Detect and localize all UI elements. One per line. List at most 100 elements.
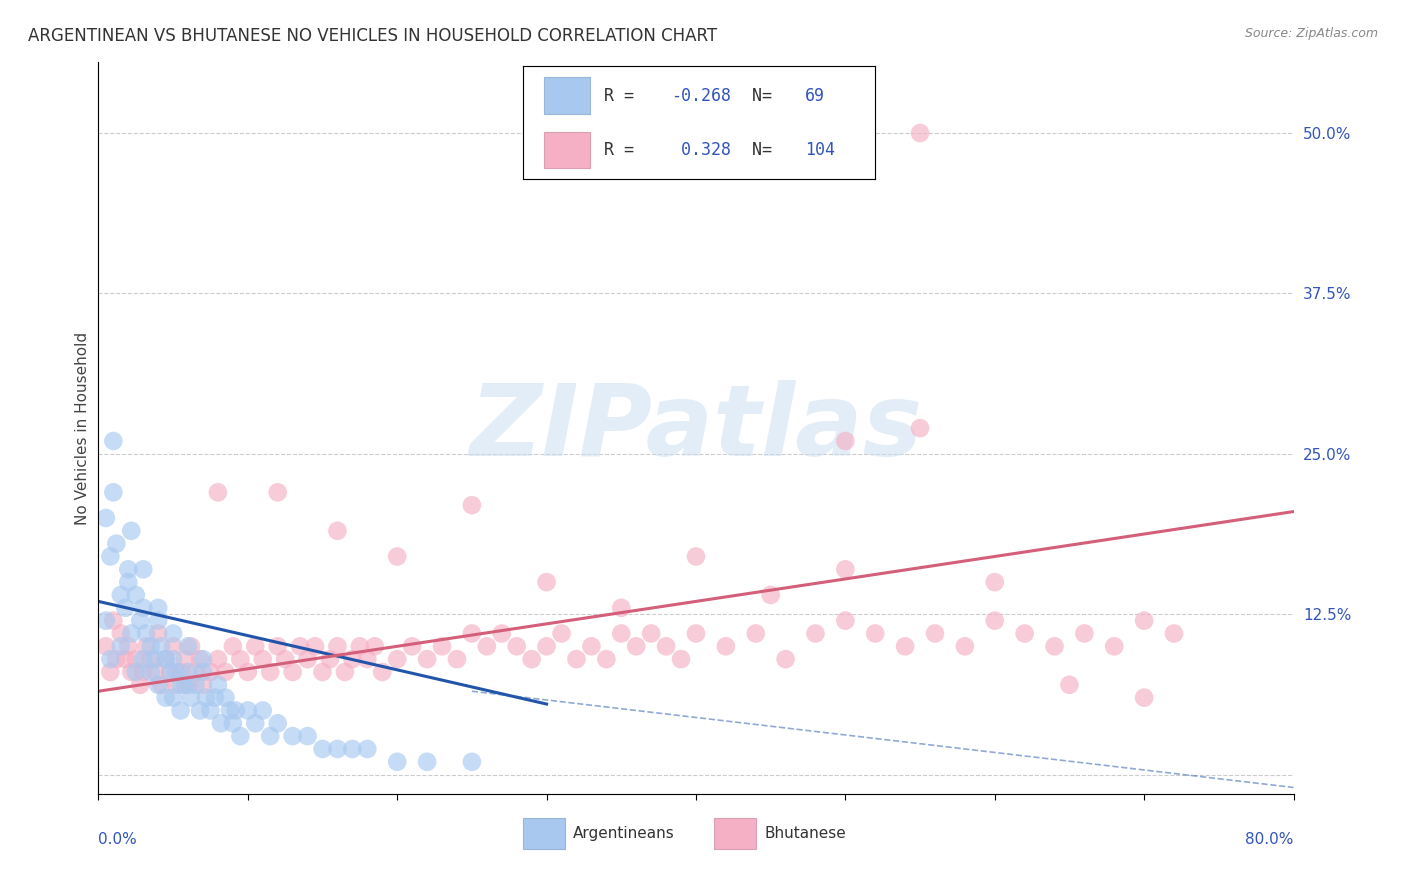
Point: [430, 640, 453, 654]
Point: [103, 434, 125, 448]
Point: [103, 485, 125, 500]
Point: [169, 665, 191, 679]
Point: [117, 575, 139, 590]
Point: [174, 652, 197, 666]
Point: [565, 652, 588, 666]
Point: [267, 640, 290, 654]
Point: [177, 665, 200, 679]
Point: [129, 614, 152, 628]
Point: [139, 665, 162, 679]
Point: [311, 742, 333, 756]
Point: [214, 690, 236, 705]
Text: Source: ZipAtlas.com: Source: ZipAtlas.com: [1244, 27, 1378, 40]
Point: [139, 640, 162, 654]
Point: [148, 600, 170, 615]
Point: [132, 652, 155, 666]
Point: [191, 678, 214, 692]
Point: [267, 716, 290, 731]
Point: [114, 600, 136, 615]
Point: [236, 665, 259, 679]
Point: [326, 524, 349, 538]
Point: [110, 626, 132, 640]
Point: [610, 626, 633, 640]
Point: [759, 588, 782, 602]
Point: [245, 716, 267, 731]
Point: [775, 652, 797, 666]
Point: [207, 678, 229, 692]
Point: [155, 652, 177, 666]
Point: [110, 588, 132, 602]
Point: [139, 652, 162, 666]
Point: [333, 665, 356, 679]
Point: [195, 690, 218, 705]
Text: Bhutanese: Bhutanese: [763, 826, 846, 841]
Point: [222, 640, 245, 654]
Point: [610, 600, 633, 615]
Point: [834, 434, 856, 448]
Point: [103, 614, 125, 628]
Point: [143, 652, 166, 666]
Point: [184, 665, 207, 679]
Point: [1073, 626, 1095, 640]
Text: 0.0%: 0.0%: [98, 832, 138, 847]
Point: [117, 562, 139, 576]
Point: [177, 678, 200, 692]
Point: [319, 652, 342, 666]
Point: [165, 678, 187, 692]
Point: [745, 626, 768, 640]
Point: [259, 729, 281, 743]
Point: [200, 703, 222, 717]
Point: [1133, 690, 1156, 705]
Point: [1163, 626, 1185, 640]
Point: [834, 562, 856, 576]
Point: [155, 690, 177, 705]
Point: [1059, 678, 1081, 692]
Point: [356, 652, 378, 666]
Point: [162, 640, 184, 654]
Point: [184, 678, 207, 692]
Point: [804, 626, 827, 640]
Point: [219, 703, 242, 717]
Point: [132, 562, 155, 576]
Point: [581, 640, 603, 654]
Point: [204, 690, 226, 705]
Point: [143, 665, 166, 679]
Point: [188, 652, 211, 666]
Point: [640, 626, 662, 640]
Point: [281, 729, 304, 743]
Point: [894, 640, 917, 654]
Point: [984, 614, 1007, 628]
Point: [924, 626, 946, 640]
Point: [349, 640, 371, 654]
Point: [297, 652, 319, 666]
Point: [188, 703, 211, 717]
Text: Argentineans: Argentineans: [572, 826, 675, 841]
Point: [416, 652, 439, 666]
Point: [536, 640, 558, 654]
Point: [129, 678, 152, 692]
Point: [491, 626, 513, 640]
Point: [117, 640, 139, 654]
Point: [685, 626, 707, 640]
Point: [520, 652, 543, 666]
Point: [162, 652, 184, 666]
Point: [114, 652, 136, 666]
Point: [342, 742, 364, 756]
FancyBboxPatch shape: [714, 818, 756, 849]
Point: [475, 640, 498, 654]
Point: [356, 742, 378, 756]
Point: [236, 703, 259, 717]
FancyBboxPatch shape: [523, 818, 565, 849]
Point: [125, 588, 148, 602]
Point: [908, 126, 931, 140]
Point: [125, 665, 148, 679]
Point: [311, 665, 333, 679]
Point: [162, 626, 184, 640]
Point: [125, 652, 148, 666]
Point: [252, 652, 274, 666]
Point: [214, 665, 236, 679]
Point: [177, 640, 200, 654]
Point: [267, 485, 290, 500]
Point: [281, 665, 304, 679]
Point: [155, 652, 177, 666]
